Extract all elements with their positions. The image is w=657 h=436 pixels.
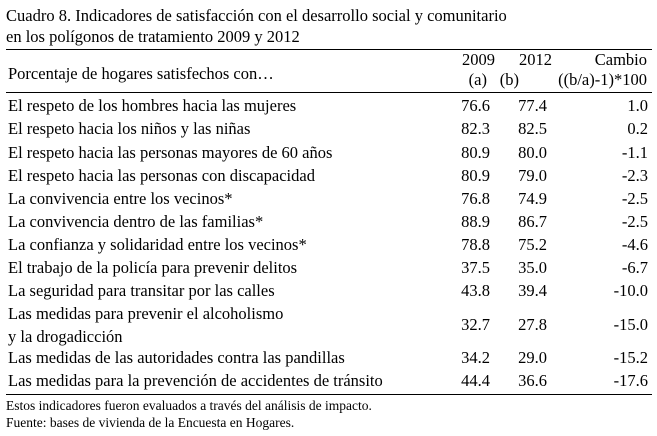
- table-row: La convivencia entre los vecinos* 76.8 7…: [6, 187, 652, 210]
- value-2009: 37.5: [461, 258, 490, 277]
- table-row: Las medidas para la prevención de accide…: [6, 369, 652, 392]
- row-label: La confianza y solidaridad entre los vec…: [8, 235, 307, 254]
- source-note: Fuente: bases de vivienda de la Encuesta…: [6, 415, 295, 430]
- table-title: Cuadro 8. Indicadores de satisfacción co…: [6, 5, 507, 47]
- value-change: -15.0: [613, 315, 648, 334]
- value-2012: 29.0: [518, 348, 547, 367]
- title-line-1: Cuadro 8. Indicadores de satisfacción co…: [6, 6, 507, 25]
- value-2012: 77.4: [518, 96, 547, 115]
- value-change: -4.6: [621, 235, 648, 254]
- table-row: El trabajo de la policía para prevenir d…: [6, 256, 652, 279]
- table-row: El respeto de los hombres hacia las muje…: [6, 94, 652, 117]
- header-2012: 2012: [519, 50, 552, 69]
- header-rule: [6, 92, 652, 93]
- top-rule: [6, 49, 652, 50]
- table-row: La seguridad para transitar por las call…: [6, 279, 652, 302]
- value-2009: 43.8: [461, 281, 490, 300]
- value-2012: 36.6: [518, 371, 547, 390]
- table-row: La confianza y solidaridad entre los vec…: [6, 233, 652, 256]
- row-label: El respeto hacia las personas mayores de…: [8, 143, 333, 162]
- value-change: -6.7: [621, 258, 648, 277]
- header-change-formula: ((b/a)-1)*100: [558, 70, 647, 89]
- value-2012: 75.2: [518, 235, 547, 254]
- title-line-2: en los polígonos de tratamiento 2009 y 2…: [6, 27, 300, 46]
- value-2012: 86.7: [518, 212, 547, 231]
- row-label: Las medidas para prevenir el alcoholismo…: [8, 302, 283, 348]
- header-change: Cambio: [594, 50, 647, 69]
- row-label: La seguridad para transitar por las call…: [8, 281, 275, 300]
- value-change: -1.1: [621, 143, 648, 162]
- row-label: El trabajo de la policía para prevenir d…: [8, 258, 298, 277]
- value-2012: 79.0: [518, 166, 547, 185]
- value-2012: 80.0: [518, 143, 547, 162]
- value-2009: 34.2: [461, 348, 490, 367]
- value-change: 1.0: [627, 96, 648, 115]
- row-label-line-1: Las medidas para prevenir el alcoholismo: [8, 304, 284, 323]
- value-2009: 44.4: [461, 371, 490, 390]
- table-row: El respeto hacia las personas con discap…: [6, 164, 652, 187]
- value-change: -2.5: [621, 189, 648, 208]
- value-change: -2.3: [621, 166, 648, 185]
- value-change: 0.2: [627, 119, 648, 138]
- row-label: La convivencia dentro de las familias*: [8, 212, 264, 231]
- bottom-rule: [6, 394, 652, 395]
- value-2012: 27.8: [518, 315, 547, 334]
- value-change: -2.5: [621, 212, 648, 231]
- header-label: Porcentaje de hogares satisfechos con…: [8, 64, 274, 83]
- row-label: La convivencia entre los vecinos*: [8, 189, 233, 208]
- value-2012: 39.4: [518, 281, 547, 300]
- row-label: Las medidas de las autoridades contra la…: [8, 348, 345, 367]
- value-change: -17.6: [613, 371, 648, 390]
- row-label: El respeto hacia las personas con discap…: [8, 166, 315, 185]
- header-2009-sub: (a): [468, 70, 487, 89]
- footnote: Estos indicadores fueron evaluados a tra…: [6, 398, 372, 413]
- value-2012: 74.9: [518, 189, 547, 208]
- value-2012: 82.5: [518, 119, 547, 138]
- value-2009: 80.9: [461, 143, 490, 162]
- value-change: -15.2: [613, 348, 648, 367]
- table-row: La convivencia dentro de las familias* 8…: [6, 210, 652, 233]
- row-label: El respeto hacia los niños y las niñas: [8, 119, 251, 138]
- value-2009: 78.8: [461, 235, 490, 254]
- row-label-line-2: y la drogadicción: [8, 327, 123, 346]
- value-2009: 82.3: [461, 119, 490, 138]
- value-2009: 88.9: [461, 212, 490, 231]
- row-label: Las medidas para la prevención de accide…: [8, 371, 383, 390]
- table-row: El respeto hacia las personas mayores de…: [6, 141, 652, 164]
- value-2012: 35.0: [518, 258, 547, 277]
- value-2009: 80.9: [461, 166, 490, 185]
- value-change: -10.0: [613, 281, 648, 300]
- header-2009: 2009: [462, 50, 495, 69]
- row-label: El respeto de los hombres hacia las muje…: [8, 96, 297, 115]
- value-2009: 76.6: [461, 96, 490, 115]
- value-2009: 76.8: [461, 189, 490, 208]
- value-2009: 32.7: [461, 315, 490, 334]
- header-2012-sub: (b): [499, 70, 519, 89]
- table-row: Las medidas para prevenir el alcoholismo…: [6, 302, 652, 346]
- table-row: El respeto hacia los niños y las niñas 8…: [6, 117, 652, 140]
- table-row: Las medidas de las autoridades contra la…: [6, 346, 652, 369]
